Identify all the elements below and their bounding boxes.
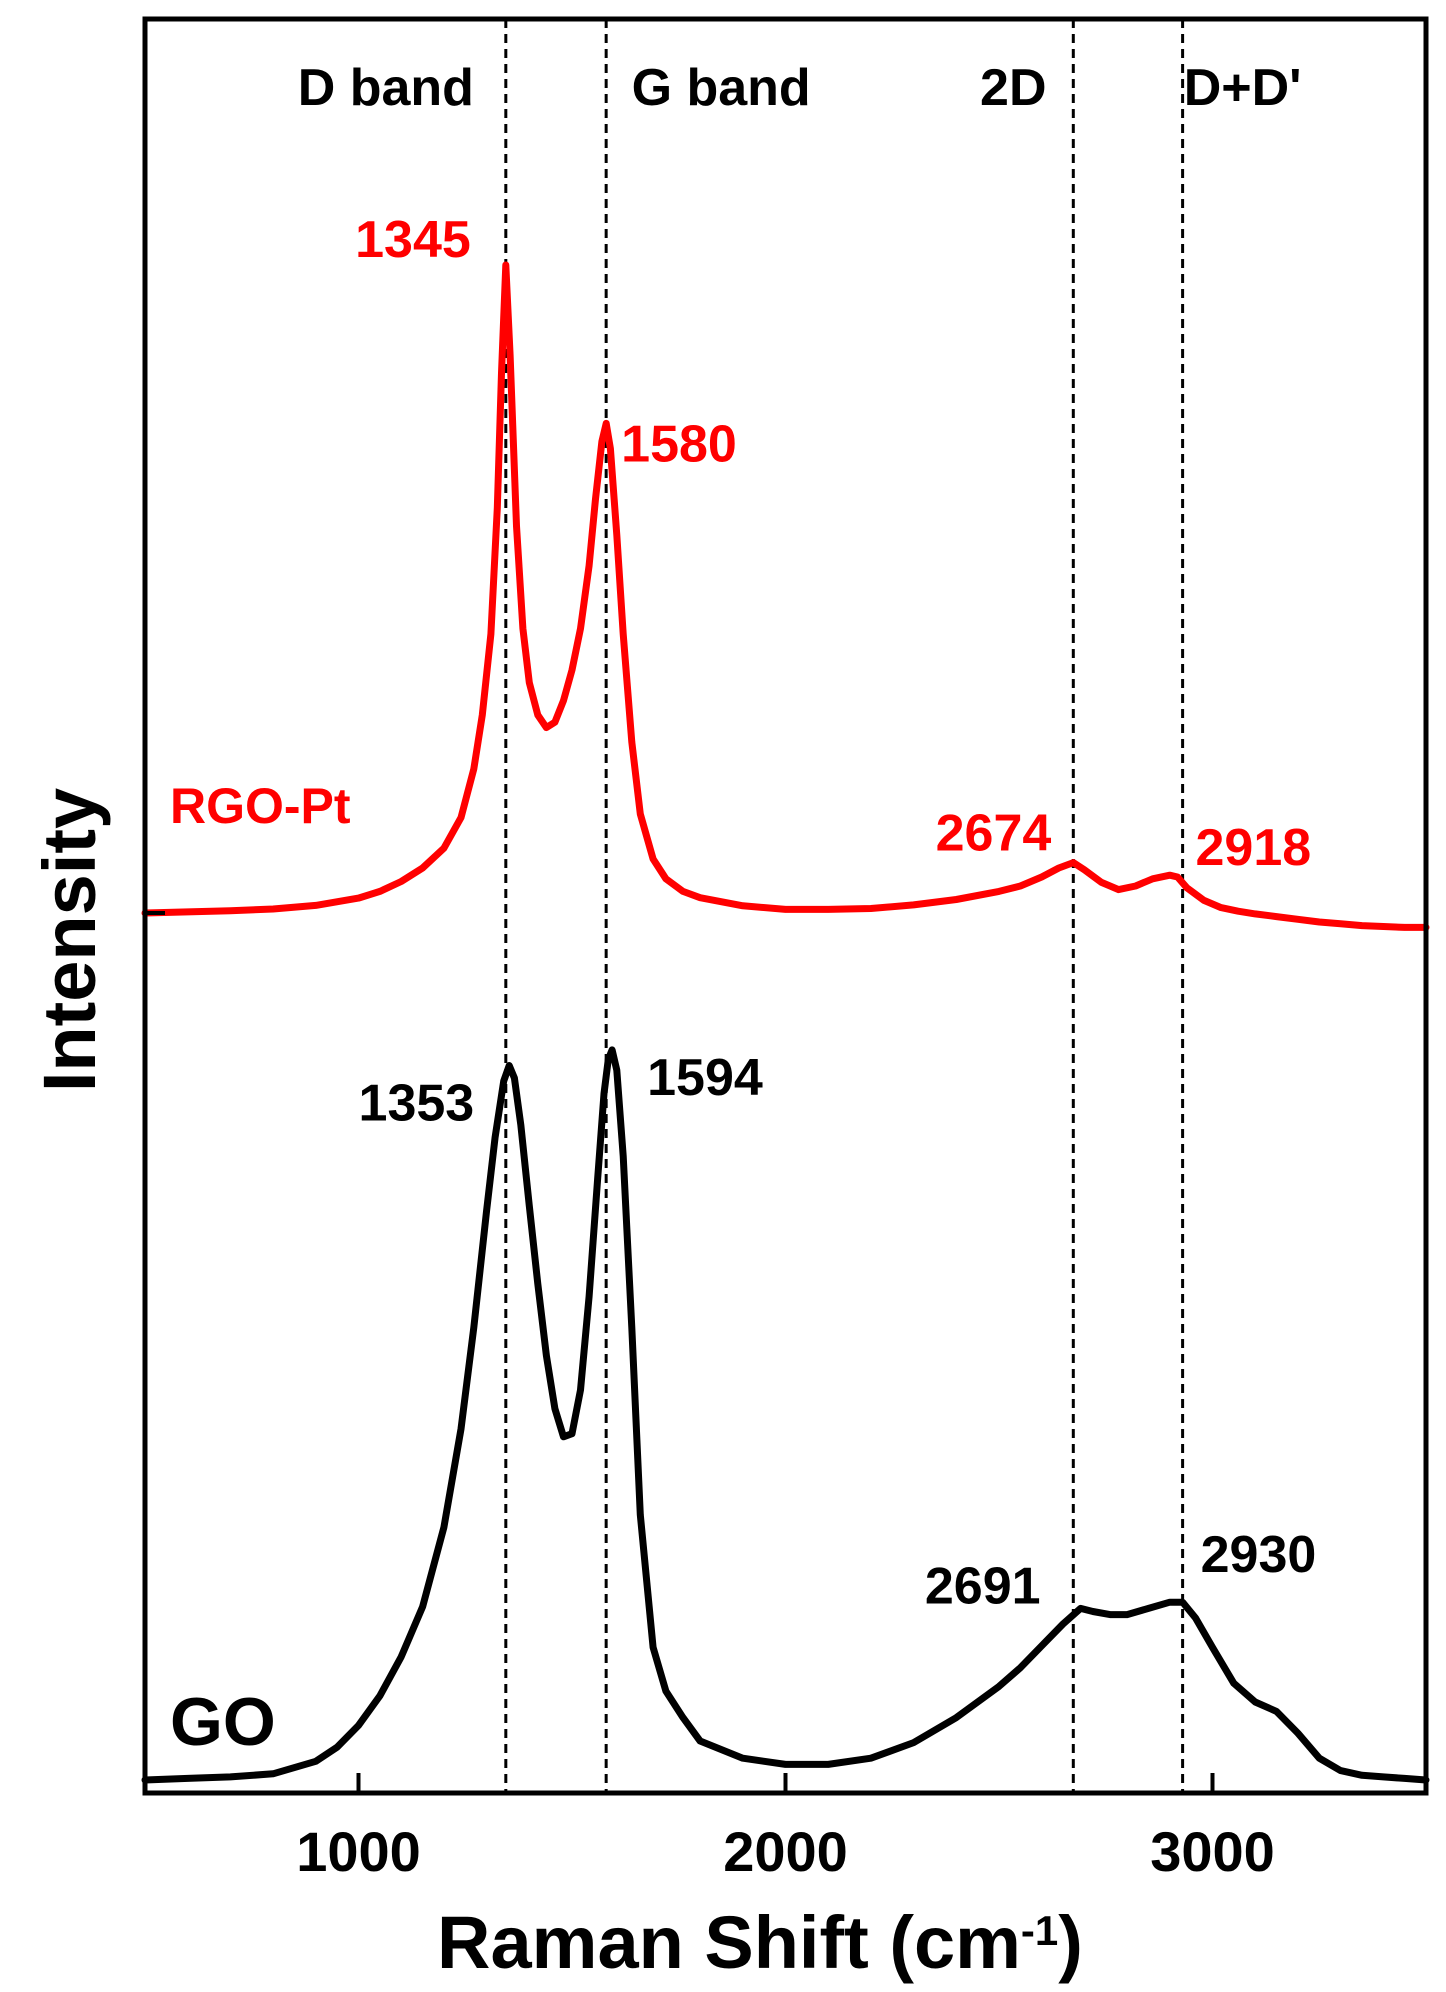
series-line-go [141,1046,1430,1784]
x-axis-title-close: ) [1058,1901,1083,1984]
peak-label-rgo-pt-2674: 2674 [936,805,1052,863]
series-line-rgo-pt [141,261,1430,931]
series-label-rgo-pt: RGO-Pt [170,778,351,834]
band-labels: D band G band 2D D+D' [298,59,1302,117]
x-axis-ticks: 1000 2000 3000 [296,1773,1275,1883]
band-label-2: G band [632,59,811,117]
reference-lines [504,19,1185,1793]
peak-labels: 1345 1580 2674 2918 1353 1594 2691 2930 [355,211,1316,1615]
x-tick-label-3000: 3000 [1150,1820,1275,1883]
peak-label-go-2691: 2691 [925,1557,1041,1615]
peak-label-rgo-pt-1345: 1345 [355,211,471,269]
band-label-1: D band [298,59,474,117]
band-label-4: D+D' [1184,59,1302,117]
x-axis-title-main: Raman Shift (cm [437,1901,1021,1984]
x-tick-label-2000: 2000 [723,1820,848,1883]
series-label-go: GO [170,1684,276,1760]
series-layer [141,261,1430,1784]
band-label-3: 2D [980,59,1046,117]
peak-label-rgo-pt-1580: 1580 [621,415,737,473]
x-tick-label-1000: 1000 [296,1820,421,1883]
y-axis-title: Intensity [28,788,111,1092]
peak-label-go-1594: 1594 [647,1049,763,1107]
peak-label-rgo-pt-2918: 2918 [1195,819,1311,877]
x-axis-title-superscript: -1 [1021,1907,1058,1954]
peak-label-go-2930: 2930 [1201,1526,1317,1584]
x-axis-title: Raman Shift (cm-1) [437,1901,1083,1984]
peak-label-go-1353: 1353 [359,1075,475,1133]
